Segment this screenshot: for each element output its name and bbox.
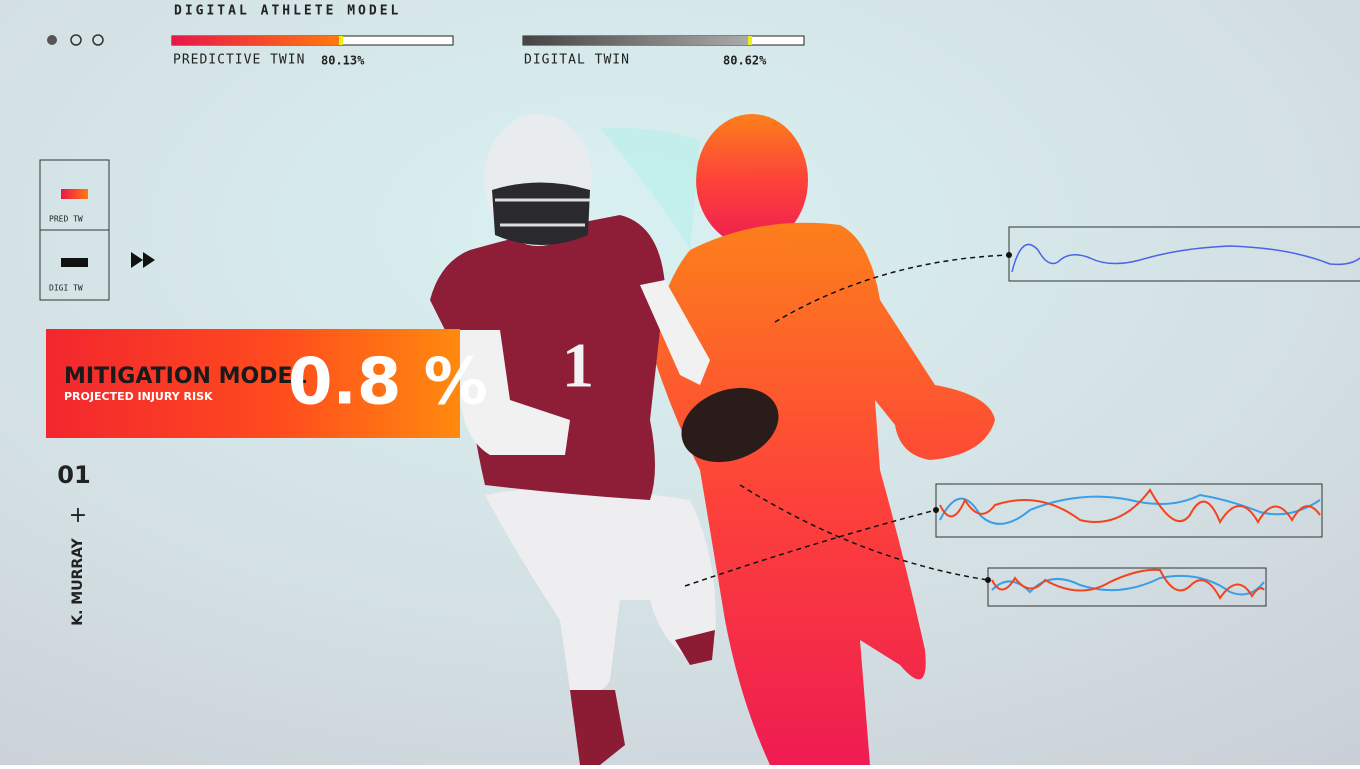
bar-label: DIGITAL TWIN	[524, 53, 630, 68]
dot	[70, 34, 82, 46]
banner-value: 0.8 %	[288, 346, 488, 420]
wave	[939, 488, 1321, 525]
connector	[739, 484, 989, 581]
bar-value: 80.62%	[723, 54, 767, 68]
wave	[991, 568, 1265, 600]
predictive-twin-silhouette	[650, 114, 995, 765]
connector	[684, 509, 937, 587]
connector-dot	[985, 577, 991, 583]
bar-label: PREDICTIVE TWIN	[173, 53, 305, 68]
connector-dot	[933, 507, 939, 513]
dot	[92, 34, 104, 46]
wave	[1011, 243, 1360, 273]
dot	[47, 35, 57, 45]
banner-title: MITIGATION MODEL	[64, 364, 307, 389]
bar-marker	[748, 36, 752, 45]
legend-swatch	[61, 258, 88, 267]
wave-panel	[987, 567, 1267, 607]
bar-fill	[172, 36, 340, 45]
banner	[46, 329, 460, 438]
bar-fill	[523, 36, 749, 45]
legend-label: PRED TW	[49, 215, 83, 224]
player-number: 01	[57, 461, 90, 489]
wave	[991, 574, 1265, 596]
player-figure: 1	[430, 114, 779, 765]
banner-subtitle: PROJECTED INJURY RISK	[64, 390, 213, 403]
player-symbol: +	[69, 503, 87, 528]
play-icon	[131, 252, 155, 268]
jersey-number: 1	[562, 330, 594, 401]
connector-dot	[1006, 252, 1012, 258]
glow	[600, 127, 700, 250]
legend-swatch	[61, 189, 88, 199]
header-title: DIGITAL ATHLETE MODEL	[174, 4, 401, 19]
connector	[774, 254, 1010, 323]
player-name: K. MURRAY	[70, 537, 86, 625]
legend-label: DIGI TW	[49, 284, 83, 293]
bar-value: 80.13%	[321, 54, 365, 68]
wave	[939, 493, 1321, 525]
bar-marker	[339, 36, 343, 45]
